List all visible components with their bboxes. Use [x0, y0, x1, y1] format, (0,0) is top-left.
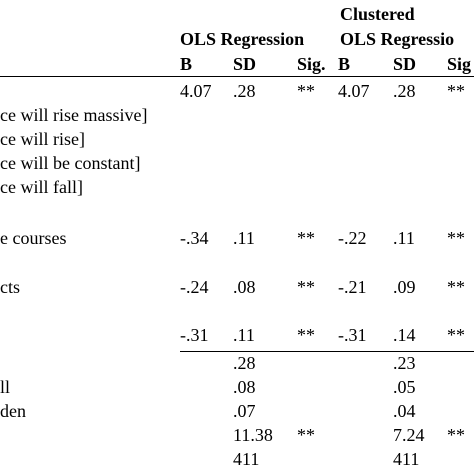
cell: 4.07 — [338, 81, 370, 101]
group-header: OLS Regression — [180, 29, 305, 49]
cell: 7.24 — [393, 425, 425, 445]
cell: ** — [297, 277, 315, 297]
cell: ** — [447, 277, 465, 297]
row-label: e courses — [0, 228, 67, 248]
cell: -.24 — [180, 277, 209, 297]
column-header: SD — [393, 54, 417, 74]
cell: .08 — [233, 377, 256, 397]
group-label: Clustered — [340, 4, 415, 24]
row-label: den — [0, 401, 26, 421]
cell: .28 — [233, 353, 256, 373]
cell: ** — [447, 425, 465, 445]
column-header: Sig. — [297, 54, 326, 74]
column-header: B — [338, 54, 351, 74]
cell: .08 — [233, 277, 256, 297]
row-label: ll — [0, 377, 11, 397]
cell: .07 — [233, 401, 256, 421]
cell: ** — [297, 228, 315, 248]
cell: .04 — [393, 401, 416, 421]
cell: ** — [447, 228, 465, 248]
row-label: ce will fall] — [0, 177, 83, 197]
cell: ** — [297, 425, 315, 445]
cell: .28 — [233, 81, 256, 101]
cell: .14 — [393, 325, 416, 345]
section-rule — [180, 351, 474, 352]
cell: .28 — [393, 81, 416, 101]
row-label: cts — [0, 277, 20, 297]
column-header: SD — [233, 54, 257, 74]
column-header: B — [180, 54, 193, 74]
cell: -.31 — [338, 325, 367, 345]
cell: ** — [447, 325, 465, 345]
cell: -.21 — [338, 277, 367, 297]
cell: .23 — [393, 353, 416, 373]
cell: ** — [447, 81, 465, 101]
cell: ** — [297, 325, 315, 345]
row-label: ce will rise] — [0, 129, 85, 149]
cell: ** — [297, 81, 315, 101]
group-header: OLS Regressio — [340, 29, 455, 49]
cell: 11.38 — [233, 425, 273, 445]
row-label: ce will be constant] — [0, 153, 141, 173]
row-label: ce will rise massive] — [0, 105, 148, 125]
cell: .11 — [393, 228, 415, 248]
cell: -.31 — [180, 325, 209, 345]
cell: 4.07 — [180, 81, 212, 101]
header-rule — [0, 76, 474, 77]
cell: .09 — [393, 277, 416, 297]
cell: -.34 — [180, 228, 209, 248]
column-header: Sig — [447, 54, 472, 74]
cell: 411 — [393, 449, 420, 469]
cell: .11 — [233, 325, 255, 345]
cell: .11 — [233, 228, 255, 248]
cell: .05 — [393, 377, 416, 397]
cell: 411 — [233, 449, 260, 469]
cell: -.22 — [338, 228, 367, 248]
